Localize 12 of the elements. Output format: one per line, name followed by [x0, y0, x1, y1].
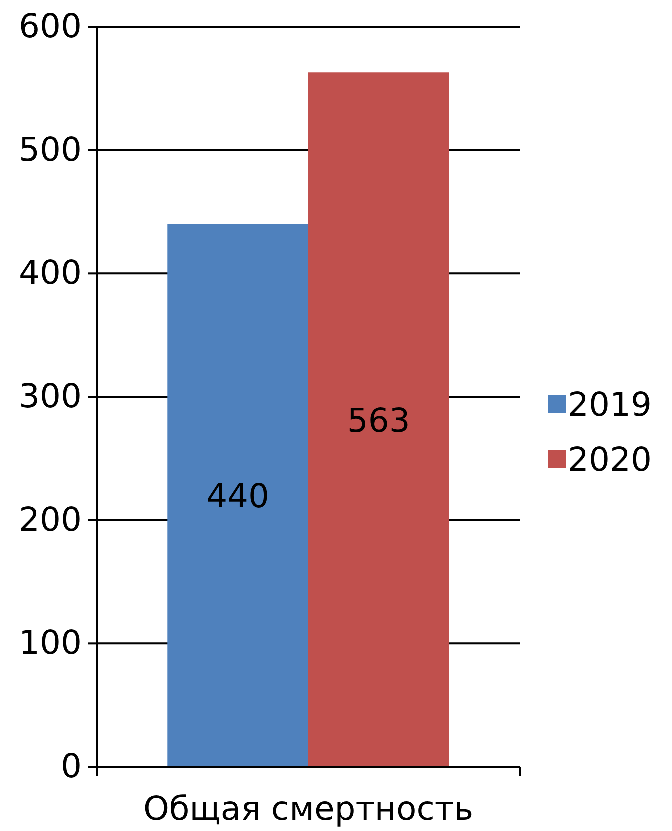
legend-label: 2020 [568, 440, 652, 479]
y-tick-label: 600 [19, 6, 82, 46]
x-tick-label: Общая смертность [143, 789, 474, 828]
legend-label: 2019 [568, 385, 652, 424]
y-tick-label: 300 [19, 376, 82, 416]
data-label: 440 [206, 476, 270, 516]
y-tick-label: 500 [19, 130, 82, 169]
y-tick-label: 0 [61, 746, 82, 786]
y-tick-label: 200 [19, 500, 82, 539]
data-label: 563 [347, 400, 410, 440]
y-tick-label: 400 [19, 253, 82, 292]
y-tick-label: 100 [19, 623, 82, 662]
